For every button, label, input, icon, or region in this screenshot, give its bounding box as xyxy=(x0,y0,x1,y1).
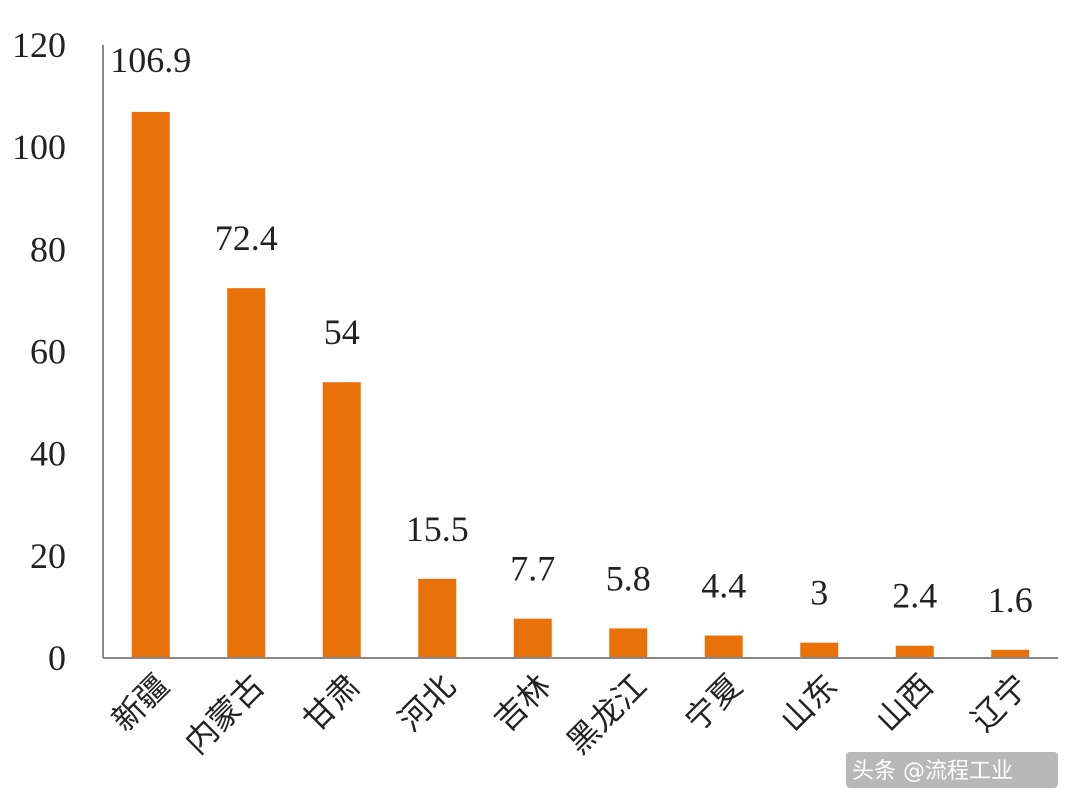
data-label: 15.5 xyxy=(406,509,469,549)
data-label: 7.7 xyxy=(510,549,555,589)
y-tick-label: 60 xyxy=(30,332,66,372)
y-axis: 0 20 40 60 80 100 120 xyxy=(12,25,104,678)
bar xyxy=(131,111,170,658)
y-tick-label: 40 xyxy=(30,434,66,474)
y-tick-label: 120 xyxy=(12,25,66,65)
watermark: 头条 @流程工业 xyxy=(846,752,1058,788)
data-label: 4.4 xyxy=(701,566,746,606)
data-label: 2.4 xyxy=(892,576,937,616)
data-label: 3 xyxy=(810,573,828,613)
watermark-backdrop xyxy=(846,752,1058,788)
y-tick-label: 20 xyxy=(30,536,66,576)
x-tick-label: 山西 xyxy=(868,667,940,739)
bars: 106.9 72.4 54 15.5 7.7 5.8 4.4 3 2.4 1.6 xyxy=(110,40,1033,658)
y-tick-label: 0 xyxy=(48,638,66,678)
bar xyxy=(704,635,743,658)
x-tick-label: 黑龙江 xyxy=(559,667,654,762)
bar xyxy=(991,649,1030,658)
bar xyxy=(895,645,934,658)
x-tick-label: 辽宁 xyxy=(964,667,1036,739)
x-tick-label: 吉林 xyxy=(486,667,558,739)
data-label: 5.8 xyxy=(606,558,651,598)
bar xyxy=(609,628,648,658)
bar xyxy=(227,288,266,658)
watermark-text: 头条 @流程工业 xyxy=(852,759,1013,784)
data-label: 54 xyxy=(324,312,360,352)
bar xyxy=(418,578,457,658)
data-label: 1.6 xyxy=(988,580,1033,620)
bar xyxy=(513,618,552,658)
x-tick-label: 内蒙古 xyxy=(177,667,272,762)
data-label: 106.9 xyxy=(110,40,191,80)
x-tick-label: 山东 xyxy=(773,667,845,739)
data-label: 72.4 xyxy=(215,218,278,258)
x-tick-label: 新疆 xyxy=(104,667,176,739)
y-tick-label: 100 xyxy=(12,127,66,167)
bar xyxy=(322,382,361,658)
x-tick-label: 甘肃 xyxy=(295,667,367,739)
x-tick-label: 河北 xyxy=(391,667,463,739)
y-tick-label: 80 xyxy=(30,229,66,269)
x-axis: 新疆 内蒙古 甘肃 河北 吉林 黑龙江 宁夏 山东 山西 辽宁 xyxy=(103,657,1058,762)
bar xyxy=(800,642,839,658)
x-tick-label: 宁夏 xyxy=(677,667,749,739)
